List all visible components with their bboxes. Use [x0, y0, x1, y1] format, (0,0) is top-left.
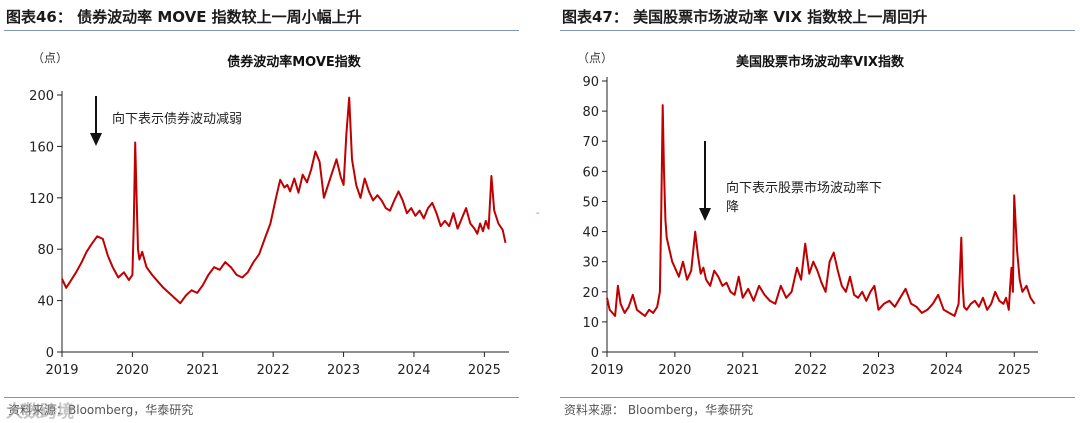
arrow-head: [699, 208, 711, 221]
source-note: 资料来源：Bloomberg，华泰研究: [8, 403, 194, 417]
x-tick-label: 2021: [186, 363, 219, 378]
y-tick-label: 60: [582, 165, 599, 180]
y-tick-label: 0: [46, 346, 54, 361]
arrow-head: [90, 133, 102, 146]
x-tick-label: 2023: [327, 363, 360, 378]
vix-chart: 美国股票市场波动率VIX指数 （点） 0 10 20 30 40 50 60 70 80 90 2019…: [577, 51, 1038, 378]
y-tick-label: 40: [37, 295, 54, 310]
x-tick-label: 2022: [257, 363, 290, 378]
x-tick-label: 2021: [726, 363, 759, 378]
x-tick-label: 2022: [794, 363, 827, 378]
y-tick-label: 10: [582, 316, 599, 331]
x-tick-label: 2019: [45, 363, 78, 378]
y-tick-label: 20: [582, 286, 599, 301]
y-tick-label: 120: [29, 192, 54, 207]
watermark-logo: 大数跨境: [6, 402, 74, 422]
y-tick-label: 80: [37, 243, 54, 258]
x-tick-label: 2020: [116, 363, 149, 378]
x-tick-label: 2025: [998, 363, 1031, 378]
unit-label: （点）: [32, 51, 68, 65]
chart-title: 美国股票市场波动率VIX指数: [736, 54, 905, 70]
y-tick-label: 80: [582, 105, 599, 120]
annotation-line: 向下表示股票市场波动率下: [726, 180, 882, 196]
annotation: 向下表示股票市场波动率下降: [726, 180, 882, 215]
y-tick-label: 200: [29, 89, 54, 104]
vix-panel: 图表47： 美国股票市场波动率 VIX 指数较上一周回升 美国股票市场波动率VI…: [560, 0, 1080, 423]
y-tick-label: 30: [582, 256, 599, 271]
chart-title: 债券波动率MOVE指数: [227, 54, 362, 70]
title-rule: [560, 30, 1075, 31]
x-tick-label: 2024: [397, 363, 430, 378]
move-chart: 债券波动率MOVE指数 （点） 0 40 80 120 160 200 2019 2020 2021…: [29, 51, 509, 378]
x-tick-label: 2019: [590, 363, 623, 378]
source-note: 资料来源： Bloomberg，华泰研究: [564, 403, 754, 417]
annotation: 向下表示债券波动减弱: [112, 111, 242, 127]
x-tick-label: 2024: [930, 363, 963, 378]
y-tick-label: 160: [29, 140, 54, 155]
series-line-vix: [606, 104, 1036, 317]
figure-title: 图表47： 美国股票市场波动率 VIX 指数较上一周回升: [562, 8, 928, 26]
footer-rule: [4, 397, 519, 398]
title-rule: [4, 30, 519, 31]
y-tick-label: 70: [582, 135, 599, 150]
y-tick-label: 50: [582, 195, 599, 210]
move-panel: 图表46： 债券波动率 MOVE 指数较上一周小幅上升 债券波动率MOVE指数 （…: [4, 0, 524, 423]
x-tick-label: 2020: [658, 363, 691, 378]
series-line-move: [61, 96, 507, 305]
figure-title: 图表46： 债券波动率 MOVE 指数较上一周小幅上升: [6, 8, 362, 26]
annotation-line: 降: [726, 200, 739, 215]
x-tick-label: 2023: [862, 363, 895, 378]
unit-label: （点）: [577, 51, 613, 65]
y-tick-label: 90: [582, 75, 599, 90]
y-tick-label: 40: [582, 226, 599, 241]
stray-mark: -: [536, 208, 540, 219]
footer-rule: [560, 397, 1075, 398]
x-tick-label: 2025: [468, 363, 501, 378]
y-tick-label: 0: [591, 346, 599, 361]
